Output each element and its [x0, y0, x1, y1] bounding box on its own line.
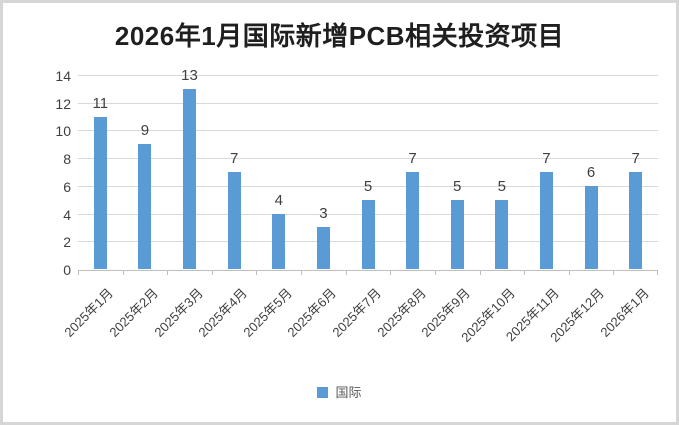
x-axis-tick-mark	[211, 270, 213, 275]
y-axis-tick-label: 0	[63, 262, 71, 278]
x-axis-tick-mark	[390, 270, 392, 275]
bar-value-label: 7	[631, 150, 640, 167]
y-axis-tick-label: 14	[55, 68, 71, 84]
bar-value-label: 9	[140, 122, 150, 140]
bar	[450, 199, 464, 269]
gridline	[78, 75, 658, 76]
bar	[272, 213, 286, 269]
bar-value-label: 7	[408, 150, 417, 167]
legend-swatch-icon	[317, 387, 329, 398]
legend: 国际	[3, 386, 676, 399]
x-axis-tick-label: 2025年7月	[329, 285, 384, 340]
plot-area: 11 9 13 7 4 3 5 7 5 5 7 6 7 2025年1月 2025年2月 2025年3月 202…	[62, 68, 658, 345]
x-axis-tick-mark	[78, 270, 79, 275]
x-axis-tick-mark	[122, 270, 124, 275]
x-axis-tick-mark	[345, 270, 347, 275]
gridline	[78, 158, 658, 160]
y-axis-tick-label: 12	[55, 95, 71, 112]
x-axis-tick-mark	[434, 270, 436, 275]
x-axis-tick-mark	[256, 270, 258, 275]
bar	[138, 144, 152, 269]
bar	[93, 116, 107, 269]
x-axis-tick-mark	[524, 270, 526, 275]
x-axis-tick-mark	[568, 270, 570, 275]
x-axis-tick-labels: 2025年1月 2025年2月 2025年3月 2025年4月 2025年5月 2025年…	[62, 270, 658, 370]
bar	[227, 172, 241, 269]
bar-value-label: 7	[229, 150, 239, 167]
chart-title: 2026年1月国际新增PCB相关投资项目	[114, 21, 565, 51]
bar	[406, 172, 420, 269]
x-axis-tick-mark	[657, 270, 658, 275]
bar	[316, 227, 330, 269]
bar	[183, 88, 197, 269]
bar-value-label: 7	[542, 150, 551, 167]
bar	[495, 199, 509, 269]
y-axis-tick-label: 6	[63, 178, 71, 195]
y-axis-tick-label: 8	[63, 151, 71, 168]
y-axis-tick-label: 4	[63, 206, 71, 223]
bar-value-label: 4	[274, 191, 283, 209]
bar-value-label: 5	[363, 177, 373, 195]
gridline	[78, 102, 658, 104]
gridline	[78, 185, 658, 187]
bar	[361, 199, 375, 269]
bar-value-label: 6	[586, 163, 596, 181]
bar	[629, 172, 643, 269]
y-axis-tick-label: 2	[63, 234, 71, 251]
x-axis-tick-mark	[613, 270, 615, 275]
y-axis-tick-labels: 0 2 4 6 8 10 12 14	[3, 69, 71, 277]
y-axis-tick-label: 10	[55, 123, 71, 140]
x-axis-tick-mark	[301, 270, 303, 275]
x-axis-tick-mark	[167, 270, 169, 275]
bar-value-label: 13	[181, 66, 198, 84]
x-axis-line	[78, 270, 658, 271]
bar	[539, 172, 553, 269]
x-axis-tick-mark	[479, 270, 481, 275]
bar-value-label: 5	[453, 177, 462, 195]
bar-value-label: 3	[319, 205, 328, 223]
gridline	[78, 130, 658, 132]
bar-value-label: 5	[497, 177, 506, 195]
bar	[584, 185, 598, 269]
legend-label: 国际	[335, 385, 362, 400]
bar-value-label: 11	[92, 94, 109, 112]
